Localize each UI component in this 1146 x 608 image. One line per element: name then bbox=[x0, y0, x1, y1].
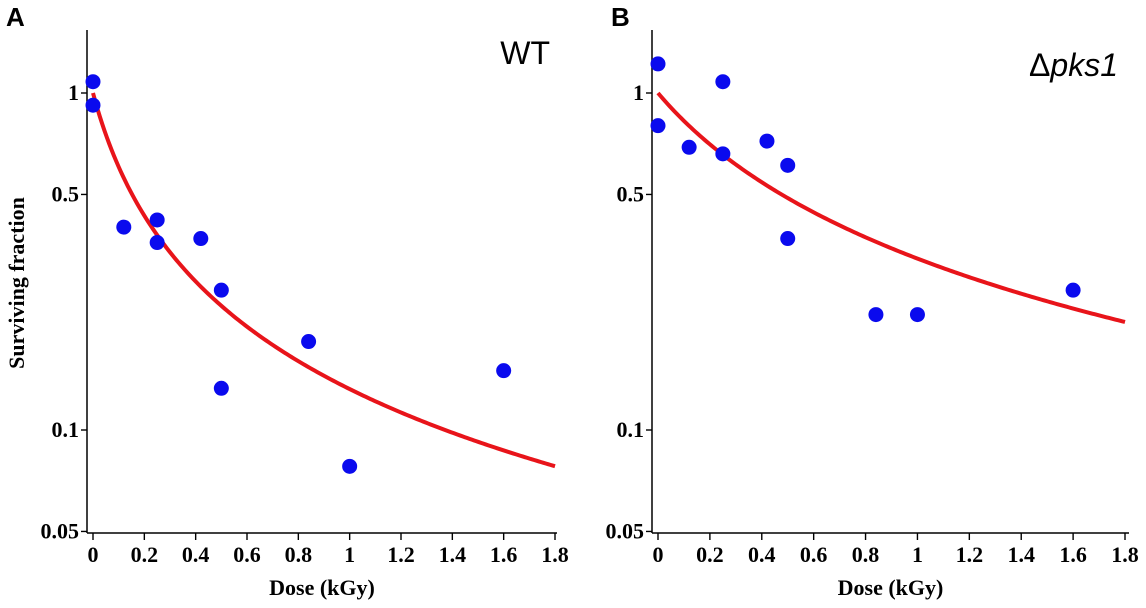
x-tick-label: 0.2 bbox=[696, 542, 724, 567]
x-tick-label: 1.6 bbox=[1059, 542, 1087, 567]
x-tick-label: 0.6 bbox=[800, 542, 828, 567]
y-axis-title: Surviving fraction bbox=[4, 197, 29, 369]
data-point bbox=[759, 133, 775, 149]
x-tick-label: 0 bbox=[653, 542, 664, 567]
y-tick-label: 0.5 bbox=[52, 181, 80, 206]
x-tick-label: 1.4 bbox=[439, 542, 467, 567]
data-point bbox=[116, 219, 132, 235]
y-tick-label: 0.1 bbox=[52, 417, 80, 442]
panel-a: 0 0.2 0.4 0.6 0.8 1 1.2 1.4 1.6 1.8 0.05 0.1 0.5 1 Dos… bbox=[4, 2, 569, 600]
data-point bbox=[149, 212, 165, 228]
data-point bbox=[496, 363, 512, 379]
x-tick-label: 1.8 bbox=[541, 542, 569, 567]
x-tick-label: 1.4 bbox=[1007, 542, 1035, 567]
data-point bbox=[213, 282, 229, 298]
x-tick-label: 1 bbox=[344, 542, 355, 567]
data-point bbox=[650, 56, 666, 72]
panel-label-part: WT bbox=[500, 35, 550, 71]
fit-curve bbox=[656, 91, 1126, 324]
y-tick-label: 1 bbox=[633, 80, 644, 105]
data-point bbox=[715, 146, 731, 162]
y-tick-label: 0.1 bbox=[617, 417, 645, 442]
x-tick-label: 0.8 bbox=[852, 542, 880, 567]
panel-label: WT bbox=[500, 35, 550, 71]
x-tick-label: 0 bbox=[88, 542, 99, 567]
panel-letter: B bbox=[611, 2, 630, 32]
data-point bbox=[681, 139, 697, 155]
x-tick-label: 0.2 bbox=[131, 542, 159, 567]
panel-label-part: Δ bbox=[1029, 47, 1050, 83]
panel-letter: A bbox=[6, 2, 25, 32]
data-point bbox=[85, 97, 101, 113]
data-point bbox=[85, 74, 101, 90]
y-tick-label: 1 bbox=[68, 80, 79, 105]
y-tick-label: 0.5 bbox=[617, 181, 645, 206]
x-tick-label: 1.2 bbox=[387, 542, 415, 567]
panel-label-part: pks1 bbox=[1049, 47, 1118, 83]
x-tick-label: 0.4 bbox=[182, 542, 210, 567]
x-tick-label: 0.6 bbox=[233, 542, 261, 567]
data-point bbox=[780, 231, 796, 247]
data-point bbox=[342, 458, 358, 474]
x-tick-label: 1.2 bbox=[956, 542, 984, 567]
panel-b: 0 0.2 0.4 0.6 0.8 1 1.2 1.4 1.6 1.8 0.05 0.1 0.5 1 Dos… bbox=[606, 2, 1139, 600]
y-tick-label: 0.05 bbox=[41, 518, 80, 543]
data-point bbox=[780, 157, 796, 173]
data-point bbox=[868, 307, 884, 323]
data-point bbox=[1065, 282, 1081, 298]
x-axis-title: Dose (kGy) bbox=[838, 575, 944, 600]
data-point bbox=[301, 334, 317, 350]
data-point bbox=[193, 231, 209, 247]
x-tick-label: 1.8 bbox=[1111, 542, 1139, 567]
x-tick-label: 0.8 bbox=[285, 542, 313, 567]
data-point bbox=[715, 74, 731, 90]
y-tick-label: 0.05 bbox=[606, 518, 645, 543]
data-point bbox=[213, 380, 229, 396]
x-tick-label: 1.6 bbox=[490, 542, 518, 567]
data-point bbox=[650, 118, 666, 134]
x-axis-title: Dose (kGy) bbox=[269, 575, 375, 600]
panel-label: Δpks1 bbox=[1029, 47, 1118, 83]
x-tick-label: 0.4 bbox=[748, 542, 776, 567]
x-tick-label: 1 bbox=[912, 542, 923, 567]
data-point bbox=[909, 307, 925, 323]
fit-curve bbox=[91, 92, 556, 469]
data-point bbox=[149, 235, 165, 251]
